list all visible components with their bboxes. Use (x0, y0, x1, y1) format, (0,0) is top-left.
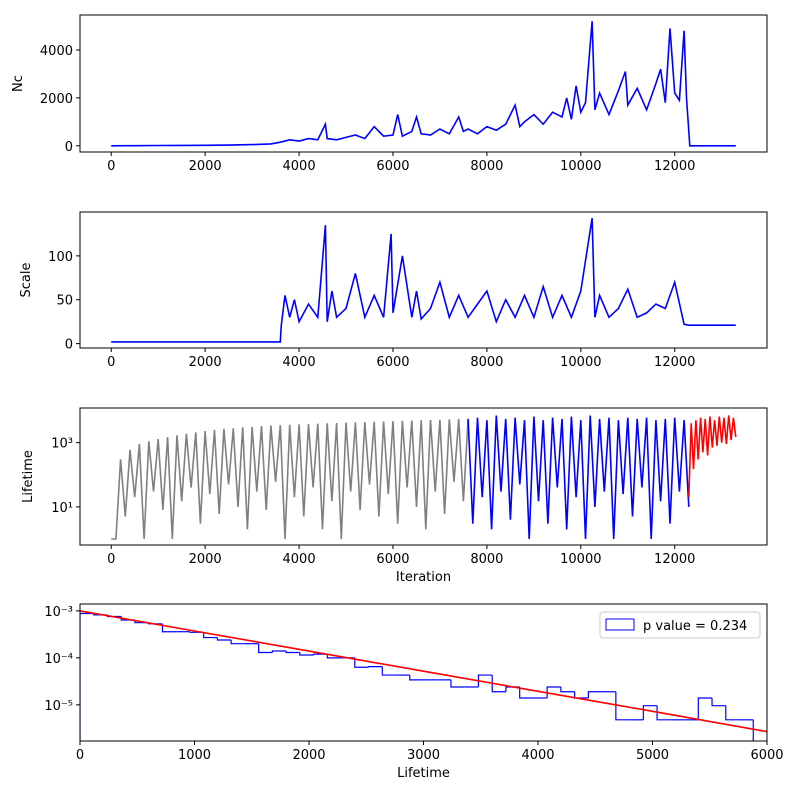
y-tick-label: 10⁻⁵ (44, 699, 73, 714)
legend-patch (605, 618, 635, 631)
x-tick-label: 4000 (283, 552, 316, 567)
x-tick-label: 4000 (283, 159, 316, 174)
hist-step (216, 637, 232, 641)
y-tick-label: 0 (65, 140, 73, 155)
legend-label: p value = 0.234 (643, 619, 747, 634)
x-tick-label: 4000 (283, 355, 316, 370)
x-tick-label: 6000 (376, 355, 409, 370)
x-tick-label: 6000 (376, 552, 409, 567)
y-axis-label: Lifetime (21, 450, 36, 503)
hist-step (752, 719, 754, 741)
y-axis-label: Scale (19, 263, 34, 298)
hist-step (615, 691, 630, 721)
hist-step (697, 697, 713, 720)
x-tick-label: 10000 (560, 159, 601, 174)
y-axis-label: Nc (11, 75, 26, 92)
line (111, 217, 736, 343)
hist-step (271, 650, 287, 653)
hist-step (299, 652, 314, 656)
hist-step (642, 705, 658, 720)
hist-step (381, 666, 397, 676)
x-tick-label: 8000 (470, 552, 503, 567)
x-tick-label: 10000 (560, 355, 601, 370)
x-tick-label: 2000 (189, 355, 222, 370)
axes-frame (79, 14, 768, 153)
y-tick-label: 10¹ (51, 501, 73, 516)
x-tick-label: 3000 (407, 748, 440, 763)
plot-area (111, 21, 736, 147)
hist-step (711, 697, 726, 707)
y-tick-label: 4000 (40, 44, 73, 59)
line (467, 415, 690, 540)
hist-step (491, 675, 506, 693)
line (111, 418, 469, 540)
legend: p value = 0.234 (599, 611, 761, 639)
x-tick-label: 12000 (654, 159, 695, 174)
x-axis-label: Iteration (396, 570, 451, 585)
hist-step (450, 679, 465, 688)
y-tick-label: 50 (56, 294, 73, 309)
y-tick-label: 10⁻³ (44, 605, 73, 620)
axes-frame (79, 211, 768, 349)
x-tick-label: 2000 (189, 159, 222, 174)
plot-area (80, 610, 767, 741)
x-tick-label: 8000 (470, 355, 503, 370)
y-tick-label: 2000 (40, 92, 73, 107)
hist-step (258, 643, 273, 654)
y-tick-label: 0 (65, 338, 73, 353)
y-tick-label: 100 (48, 250, 73, 265)
hist-step (574, 691, 589, 699)
x-tick-label: 6000 (750, 748, 783, 763)
hist-step (546, 686, 561, 698)
hist-step (203, 632, 218, 639)
line (111, 21, 736, 147)
hist-step (367, 666, 383, 668)
x-tick-label: 12000 (654, 552, 695, 567)
hist-step (725, 705, 740, 721)
x-tick-label: 2000 (189, 552, 222, 567)
hist-step (409, 675, 424, 681)
x-tick-label: 10000 (560, 552, 601, 567)
x-tick-label: 0 (76, 748, 84, 763)
y-tick-label: 10³ (51, 437, 73, 452)
hist-step (560, 686, 575, 693)
x-tick-label: 0 (107, 552, 115, 567)
fit-line (80, 610, 767, 733)
x-tick-label: 0 (107, 355, 115, 370)
hist-step (354, 657, 369, 668)
hist-step (656, 705, 671, 721)
x-tick-label: 4000 (521, 748, 554, 763)
line (688, 415, 737, 498)
x-tick-label: 0 (107, 159, 115, 174)
x-tick-label: 1000 (178, 748, 211, 763)
x-tick-label: 8000 (470, 159, 503, 174)
axes-frame (79, 603, 768, 742)
hist-step (230, 639, 245, 645)
hist-step (587, 691, 603, 698)
x-axis-label: Lifetime (397, 766, 450, 781)
x-tick-label: 6000 (376, 159, 409, 174)
y-tick-label: 10⁻⁴ (44, 652, 73, 667)
plot-area (111, 415, 737, 540)
x-tick-label: 5000 (636, 748, 669, 763)
legend-box (599, 611, 761, 639)
hist-step (326, 654, 342, 659)
hist-step (519, 686, 534, 699)
hist-step (80, 612, 94, 741)
axes-frame (79, 407, 768, 546)
hist-step (477, 674, 493, 687)
x-tick-label: 2000 (292, 748, 325, 763)
hist-step (285, 650, 300, 654)
hist-step (161, 623, 177, 633)
x-tick-label: 12000 (654, 355, 695, 370)
plot-area (111, 217, 736, 343)
